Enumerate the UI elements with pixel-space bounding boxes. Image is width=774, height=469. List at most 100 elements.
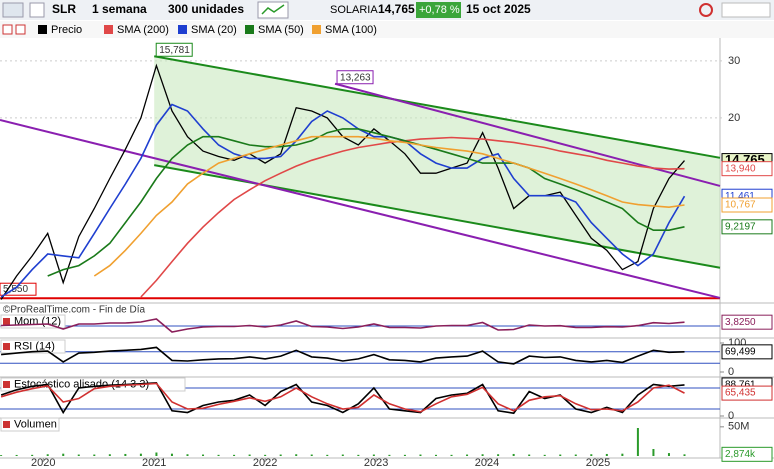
volume-bar [46, 454, 49, 456]
volume-bar [124, 453, 127, 456]
volume-bar [559, 454, 562, 456]
date: 15 oct 2025 [466, 2, 531, 16]
level-label: 5,550 [3, 284, 28, 295]
last-value-label: 88,761 [725, 380, 756, 391]
last-value-label: 65,435 [725, 388, 756, 399]
panel-icon [3, 343, 10, 350]
menu-button[interactable] [2, 2, 24, 18]
chart-type-icon [261, 4, 285, 15]
y-tick-label: 50M [728, 421, 749, 433]
trend-line [0, 119, 721, 299]
volume-bar [217, 454, 220, 456]
volume-bar [170, 453, 173, 456]
volume-bar [310, 454, 313, 456]
instrument-name: SOLARIA [330, 4, 378, 16]
trend-label: 15,781 [159, 45, 190, 56]
panel-icon [3, 381, 10, 388]
settings[interactable] [15, 24, 26, 35]
x-tick-label: 2021 [142, 457, 166, 469]
volume-bar [108, 454, 111, 456]
volume-bar [0, 455, 3, 456]
volume-bar [202, 454, 205, 456]
volume-bar [93, 454, 96, 456]
trend-label: 13,263 [340, 72, 371, 83]
change: +0,78 % [419, 4, 460, 16]
volume-bar [683, 454, 686, 456]
legend-label: SMA (50) [258, 24, 304, 36]
last-value-box [721, 385, 773, 401]
last-value-box [721, 446, 773, 462]
trend-label-box [155, 42, 193, 57]
panel-title: RSI (14) [14, 340, 55, 352]
panel-title-box [0, 377, 186, 392]
series-line [0, 381, 685, 415]
volume-bar [652, 449, 655, 456]
legend-label: Precio [51, 24, 82, 36]
volume-bar [186, 454, 189, 456]
legend-swatch [312, 25, 321, 34]
last-value-label: 13,940 [725, 163, 756, 174]
volume-bar [605, 453, 608, 456]
last-value-label: 9,2197 [725, 221, 756, 232]
volume-bar [481, 454, 484, 456]
volume-bar [357, 454, 360, 456]
volume-bar [62, 453, 65, 456]
volume-bar [543, 454, 546, 456]
volume-bar [419, 454, 422, 456]
watermark: ©ProRealTime.com - Fin de Día [3, 305, 145, 316]
volume-bar [497, 454, 500, 456]
panel-icon [3, 421, 10, 428]
volume-bar [248, 454, 251, 456]
x-tick-label: 2025 [586, 457, 610, 469]
series-line [0, 382, 685, 413]
symbol[interactable]: SLR [52, 2, 76, 16]
y-tick-label: 0 [728, 410, 734, 422]
legend-swatch [38, 25, 47, 34]
legend-swatch [245, 25, 254, 34]
series-line [1, 318, 685, 333]
trend-line [154, 55, 721, 159]
last-value-label: 10,767 [725, 200, 756, 211]
series-line [93, 135, 685, 277]
panel-icon [3, 318, 10, 325]
last-value-label: 3,8250 [725, 317, 756, 328]
x-tick-label: 2022 [253, 457, 277, 469]
period[interactable]: 1 semana [92, 2, 147, 16]
volume-bar [15, 454, 18, 456]
volume-bar [326, 454, 329, 456]
chart-type-button[interactable] [257, 1, 289, 19]
last-value-box [721, 344, 773, 360]
panel-title: Estocástico alisado (14 3 3) [14, 378, 149, 390]
window-buttons[interactable] [721, 2, 771, 18]
series-line [1, 346, 685, 365]
x-tick-label: 2024 [475, 457, 499, 469]
volume-bar [667, 453, 670, 456]
last-value-box [721, 314, 773, 330]
symbol-icon[interactable] [29, 2, 45, 18]
volume-bar [512, 453, 515, 456]
volume-bar [466, 454, 469, 456]
series-line [140, 136, 685, 298]
last-value-label: 11,461 [725, 191, 755, 202]
volume-bar [621, 453, 624, 456]
legend-label: SMA (200) [117, 24, 169, 36]
panel-title: Volumen [14, 418, 57, 430]
refresh-button[interactable] [699, 3, 713, 17]
y-tick-label: 30 [728, 55, 740, 67]
add-indicator[interactable] [2, 24, 13, 35]
volume-bar [264, 454, 267, 456]
volume-bar [590, 454, 593, 456]
units[interactable]: 300 unidades [168, 2, 244, 16]
volume-bar [403, 454, 406, 456]
y-tick-label: 20 [728, 112, 740, 124]
last-value-label: 2,874k [725, 449, 756, 460]
x-tick-label: 2020 [31, 457, 55, 469]
volume-bar [450, 454, 453, 456]
last-price: 14,765 [378, 2, 415, 16]
volume-bar [279, 454, 282, 456]
volume-bar [636, 428, 639, 456]
volume-bar [139, 453, 142, 456]
volume-bar [528, 454, 531, 456]
series-line [0, 103, 686, 298]
